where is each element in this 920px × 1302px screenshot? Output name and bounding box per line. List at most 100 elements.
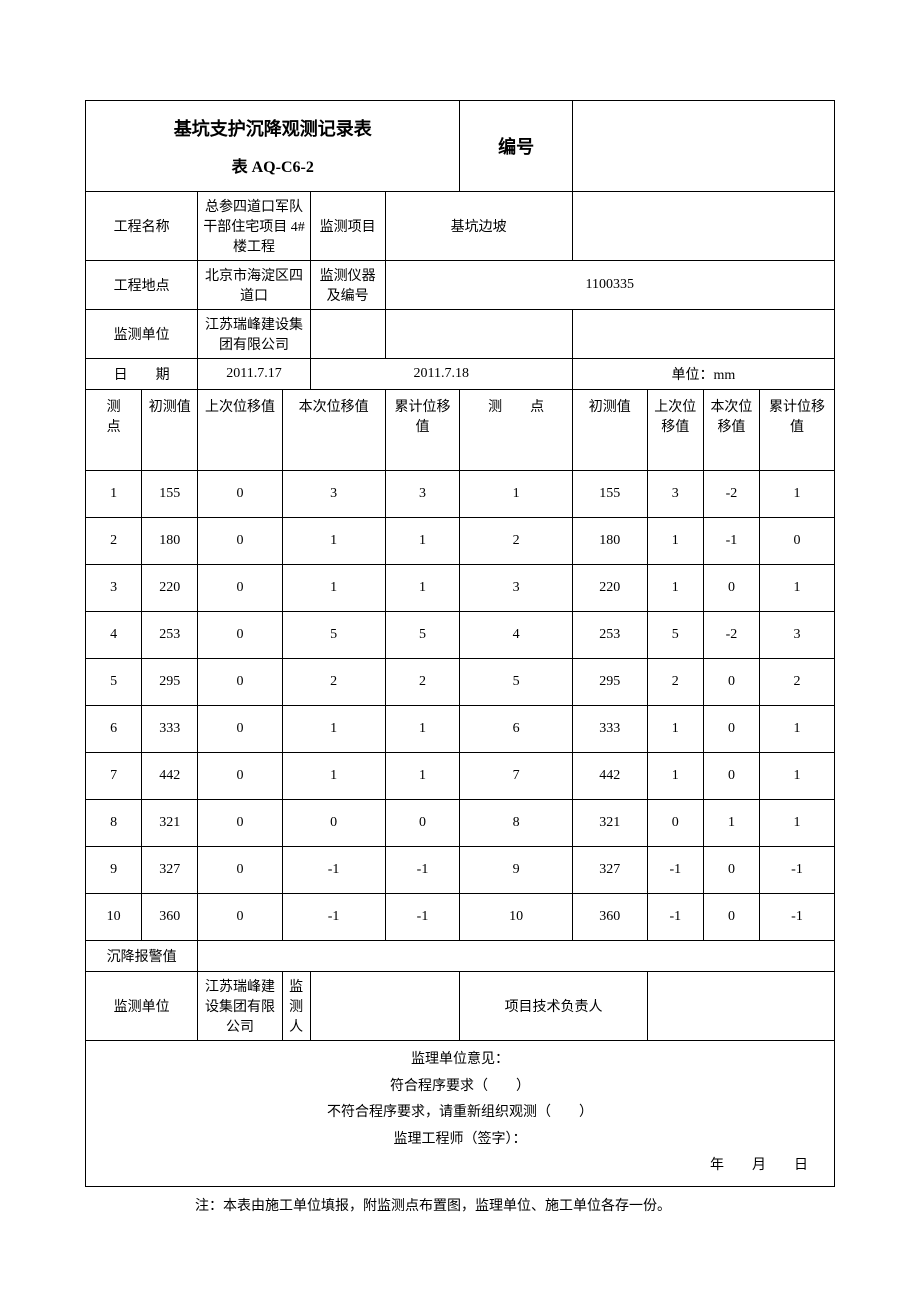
cell: 6 [460,706,572,753]
col-initial-2: 初测值 [572,390,647,471]
col-cum-2: 累计位移值 [760,390,835,471]
cell: 1 [86,471,142,518]
cell: 0 [198,847,282,894]
cell: 1 [385,753,460,800]
cell: -1 [760,847,835,894]
label-monitor-unit2: 监测单位 [86,972,198,1041]
col-point-2: 测 点 [460,390,572,471]
cell: 327 [142,847,198,894]
cell: 220 [572,565,647,612]
cell: 0 [198,659,282,706]
cell: 1 [703,800,759,847]
cell: 0 [703,706,759,753]
cell: 8 [86,800,142,847]
cell: 5 [282,612,385,659]
cell: 0 [760,518,835,565]
cell: 295 [572,659,647,706]
table-row: 32200113220101 [86,565,835,612]
label-monitor-unit: 监测单位 [86,310,198,359]
cell: 5 [647,612,703,659]
value-monitor-item: 基坑边坡 [385,192,572,261]
cell: 3 [86,565,142,612]
cell: 1 [385,706,460,753]
cell: 360 [142,894,198,941]
label-unit: 单位：mm [572,359,834,390]
cell: 0 [198,518,282,565]
cell: 0 [198,800,282,847]
blank [572,192,834,261]
engineer-sign: 监理工程师（签字）： [92,1127,828,1154]
cell: 253 [572,612,647,659]
cell: 0 [198,753,282,800]
cell: 3 [760,612,835,659]
cell: 253 [142,612,198,659]
table-row: 218001121801-10 [86,518,835,565]
cell: 2 [647,659,703,706]
table-row: 93270-1-19327-10-1 [86,847,835,894]
value-project-addr: 北京市海淀区四道口 [198,261,310,310]
cell: 1 [760,753,835,800]
cell: -1 [282,847,385,894]
value-instrument: 1100335 [385,261,834,310]
cell: -2 [703,471,759,518]
cell: 4 [86,612,142,659]
cell: 1 [282,706,385,753]
cell: 1 [760,565,835,612]
cell: 1 [460,471,572,518]
cell: 1 [760,800,835,847]
cell: 1 [647,753,703,800]
col-this-1: 本次位移值 [282,390,385,471]
cell: 5 [385,612,460,659]
blank [385,310,572,359]
bianhao-value [572,101,834,192]
cell: 1 [647,706,703,753]
cell: 180 [572,518,647,565]
cell: 360 [572,894,647,941]
table-row: 103600-1-110360-10-1 [86,894,835,941]
value-date-left: 2011.7.17 [198,359,310,390]
cell: 333 [572,706,647,753]
cell: 8 [460,800,572,847]
cell: 3 [385,471,460,518]
cell: 3 [460,565,572,612]
cell: -1 [385,847,460,894]
opinion-title: 监理单位意见： [92,1047,828,1074]
col-point-1: 测 点 [86,390,142,471]
cell: 6 [86,706,142,753]
value-monitor-unit: 江苏瑞峰建设集团有限公司 [198,310,310,359]
col-last-1: 上次位移值 [198,390,282,471]
cell: 321 [572,800,647,847]
value-monitor-person [310,972,460,1041]
bianhao-label: 编号 [460,101,572,192]
value-alarm [198,941,835,972]
col-this-2: 本次位移值 [703,390,759,471]
cell: 0 [703,753,759,800]
cell: 4 [460,612,572,659]
cell: 2 [460,518,572,565]
label-monitor-person: 监测人 [282,972,310,1041]
col-last-2: 上次位移值 [647,390,703,471]
subtitle: 表 AQ-C6-2 [86,147,460,192]
cell: 442 [142,753,198,800]
table-row: 83210008321011 [86,800,835,847]
cell: 1 [282,753,385,800]
cell: 0 [703,565,759,612]
blank [310,310,385,359]
cell: 0 [703,659,759,706]
title: 基坑支护沉降观测记录表 [86,101,460,148]
cell: -1 [647,894,703,941]
cell: 333 [142,706,198,753]
cell: 155 [572,471,647,518]
opinion-ok: 符合程序要求（ ） [92,1074,828,1101]
cell: 3 [282,471,385,518]
table-row: 52950225295202 [86,659,835,706]
cell: 1 [760,706,835,753]
label-project-name: 工程名称 [86,192,198,261]
cell: 2 [282,659,385,706]
label-date: 日 期 [86,359,198,390]
cell: 10 [86,894,142,941]
table-row: 63330116333101 [86,706,835,753]
cell: 0 [282,800,385,847]
cell: 7 [460,753,572,800]
cell: 180 [142,518,198,565]
